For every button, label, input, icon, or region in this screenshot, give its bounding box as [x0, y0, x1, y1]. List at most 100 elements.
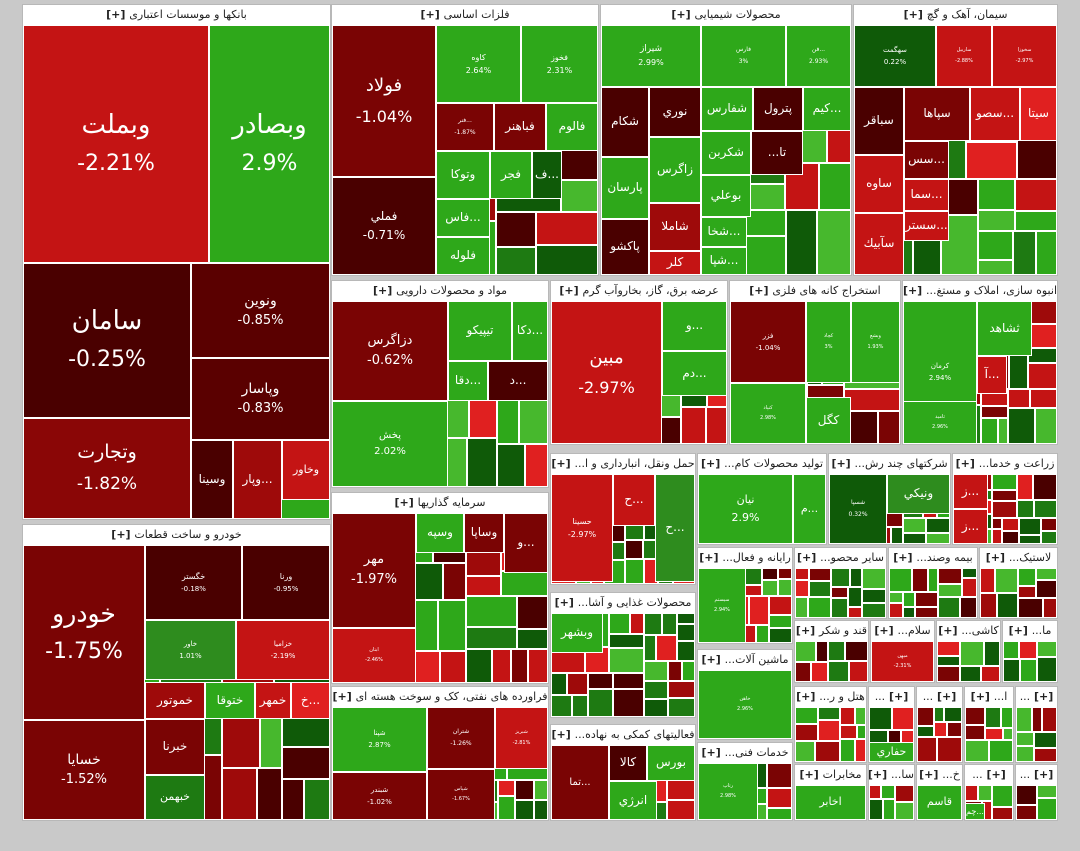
tile-minor-tech-13[interactable]: [767, 788, 792, 808]
sector-title[interactable]: سا... [+]: [869, 765, 914, 785]
tile-minor-insurance-13[interactable]: [938, 597, 960, 618]
tile-support-0[interactable]: بورس: [647, 745, 695, 781]
tile-minor-investment-29[interactable]: [492, 649, 511, 683]
tile-minor-s2-5[interactable]: [1003, 728, 1013, 740]
tile-minor-computer-19[interactable]: [756, 625, 769, 643]
tile-autos-5[interactable]: خزامیا -2.19%: [236, 620, 330, 680]
tile-minor-insurance-2[interactable]: [928, 568, 938, 592]
tile-minor-autos-29[interactable]: [282, 747, 330, 779]
tile-minor-insurance-12[interactable]: [962, 578, 977, 597]
tile-minor-hotel-1[interactable]: [795, 724, 818, 741]
tile-minor-s2-3[interactable]: [1001, 707, 1013, 728]
tile-cement-9[interactable]: سما...: [904, 179, 949, 211]
tile-minor-hotel-6[interactable]: [840, 707, 855, 725]
tile-minor-realestate-30[interactable]: [1008, 408, 1035, 444]
tile-minor-refinery-31[interactable]: [534, 800, 548, 820]
tile-minor-investment-26[interactable]: [517, 596, 548, 629]
tile-minor-investment-28[interactable]: [466, 649, 492, 683]
tile-minor-investment-25[interactable]: [466, 627, 517, 649]
tile-minor-s2-7[interactable]: [989, 740, 1013, 762]
tile-computer-0[interactable]: سيستم 2.94%: [698, 568, 746, 643]
tile-chemicals-11[interactable]: پارسان: [601, 157, 649, 219]
tile-minor-sugar-6[interactable]: [828, 661, 849, 682]
tile-minor-multi-26[interactable]: [926, 533, 950, 544]
tile-cement-7[interactable]: سس...: [904, 141, 949, 179]
tile-minor-insurance-4[interactable]: [889, 603, 903, 618]
tile-minor-hotel-4[interactable]: [795, 741, 815, 762]
tile-minor-food-19[interactable]: [656, 635, 677, 661]
tile-minor-food-21[interactable]: [677, 624, 695, 641]
expand-button[interactable]: [+]: [699, 551, 723, 564]
expand-button[interactable]: [+]: [332, 690, 356, 703]
tile-minor-insurance-10[interactable]: [938, 584, 962, 597]
tile-minor-investment-6[interactable]: [413, 563, 443, 600]
tile-cement-10[interactable]: سستر...: [904, 211, 949, 241]
tile-minor-hotel-9[interactable]: [857, 725, 866, 739]
tile-minor-cement-21[interactable]: [946, 179, 978, 215]
tile-minor-s3-1[interactable]: [1032, 707, 1042, 732]
sector-title[interactable]: تولید محصولات کام... [+]: [698, 454, 826, 474]
tile-minor-othermfg-7[interactable]: [850, 568, 862, 587]
tile-pharma-5[interactable]: د...: [488, 361, 548, 401]
tile-minor-hotel-10[interactable]: [840, 739, 855, 762]
tile-autos-10[interactable]: خبرنا: [145, 719, 205, 775]
tile-minor-insurance-6[interactable]: [903, 607, 915, 618]
tile-minor-multi-23[interactable]: [903, 518, 926, 533]
tile-minor-rubber-9[interactable]: [1043, 598, 1057, 618]
sector-title[interactable]: قند و شکر [+]: [795, 621, 868, 641]
tile-minor-agri-19[interactable]: [1002, 518, 1019, 531]
tile-minor-hotel-8[interactable]: [840, 725, 857, 739]
tile-minor-transport-26[interactable]: [625, 559, 644, 584]
tile-minor-othermfg-12[interactable]: [862, 568, 886, 589]
tile-minor-othermfg-5[interactable]: [808, 597, 831, 618]
tile-refinery-0[interactable]: شپنا 2.87%: [332, 707, 427, 772]
tile-minor-cement-13[interactable]: [966, 142, 1017, 179]
tile-minor-s3-4[interactable]: [1016, 746, 1034, 762]
tile-steel_products-0[interactable]: نيان 2.9%: [698, 474, 793, 544]
tile-transport-1[interactable]: ح...: [613, 474, 655, 526]
expand-button[interactable]: [+]: [701, 653, 725, 666]
tile-metals-6[interactable]: فالوم: [546, 103, 598, 151]
tile-minor-agri-10[interactable]: [992, 474, 1017, 490]
tile-metals-1[interactable]: فملي -0.71%: [332, 177, 436, 275]
tile-banks-5[interactable]: وتجارت -1.82%: [23, 418, 191, 519]
tile-banks-6[interactable]: وسینا: [191, 440, 233, 519]
tile-minor-insurance-1[interactable]: [912, 568, 928, 592]
tile-chemicals-10[interactable]: ...تا: [751, 131, 803, 175]
tile-realestate-1[interactable]: ثشاهد: [977, 301, 1032, 356]
tile-minor-ch-0[interactable]: [965, 785, 978, 801]
tile-banks-3[interactable]: ونوین -0.85%: [191, 263, 330, 358]
tile-minor-food-13[interactable]: [588, 689, 613, 717]
expand-button[interactable]: [+]: [938, 624, 962, 637]
sector-title[interactable]: سایر محصو... [+]: [795, 548, 886, 568]
sector-title[interactable]: سرمایه گذاریها [+]: [332, 493, 548, 513]
tile-minor-othermfg-9[interactable]: [831, 598, 848, 618]
tile-autos-11[interactable]: خبهمن: [145, 775, 205, 820]
tile-minor-agri-11[interactable]: [992, 490, 1017, 501]
tile-chemicals-4[interactable]: نوري: [649, 87, 701, 137]
tile-realestate-2[interactable]: ثاميد 2.96%: [903, 401, 977, 444]
expand-button[interactable]: [+]: [559, 284, 583, 297]
tile-islamic-0[interactable]: ميهن -2.31%: [871, 641, 934, 682]
tile-minor-metals-30[interactable]: [536, 212, 598, 245]
tile-minor-othermfg-1[interactable]: [795, 580, 809, 597]
tile-mining-3[interactable]: كنپاد 2.98%: [730, 383, 806, 444]
expand-button[interactable]: [+]: [1030, 690, 1054, 703]
sector-title[interactable]: حمل ونقل، انبارداری و ا... [+]: [551, 454, 695, 474]
tile-chemicals-14[interactable]: شخا...: [701, 217, 747, 247]
tile-minor-agri-17[interactable]: [992, 518, 1002, 529]
tile-minor-s3-0[interactable]: [1016, 707, 1032, 732]
tile-minor-s1-5[interactable]: [947, 722, 962, 737]
tile-minor-s1-4[interactable]: [934, 722, 947, 737]
tile-investment-1[interactable]: وسپه: [416, 513, 464, 553]
tile-minor-metals-28[interactable]: [496, 212, 536, 247]
tile-minor-sa-1[interactable]: [881, 785, 895, 799]
tile-chemicals-9[interactable]: شكربن: [701, 131, 751, 175]
tile-minor-sa-3[interactable]: [883, 799, 895, 820]
tile-minor-computer-17[interactable]: [749, 596, 769, 625]
tile-pharma-4[interactable]: دقا...: [448, 361, 488, 401]
tile-autos-3[interactable]: ورنا -0.95%: [242, 545, 330, 620]
tile-minor-realestate-26[interactable]: [981, 418, 998, 444]
tile-multi-1[interactable]: شسپا 0.32%: [829, 474, 887, 544]
tile-minor-rubber-4[interactable]: [1018, 568, 1036, 586]
